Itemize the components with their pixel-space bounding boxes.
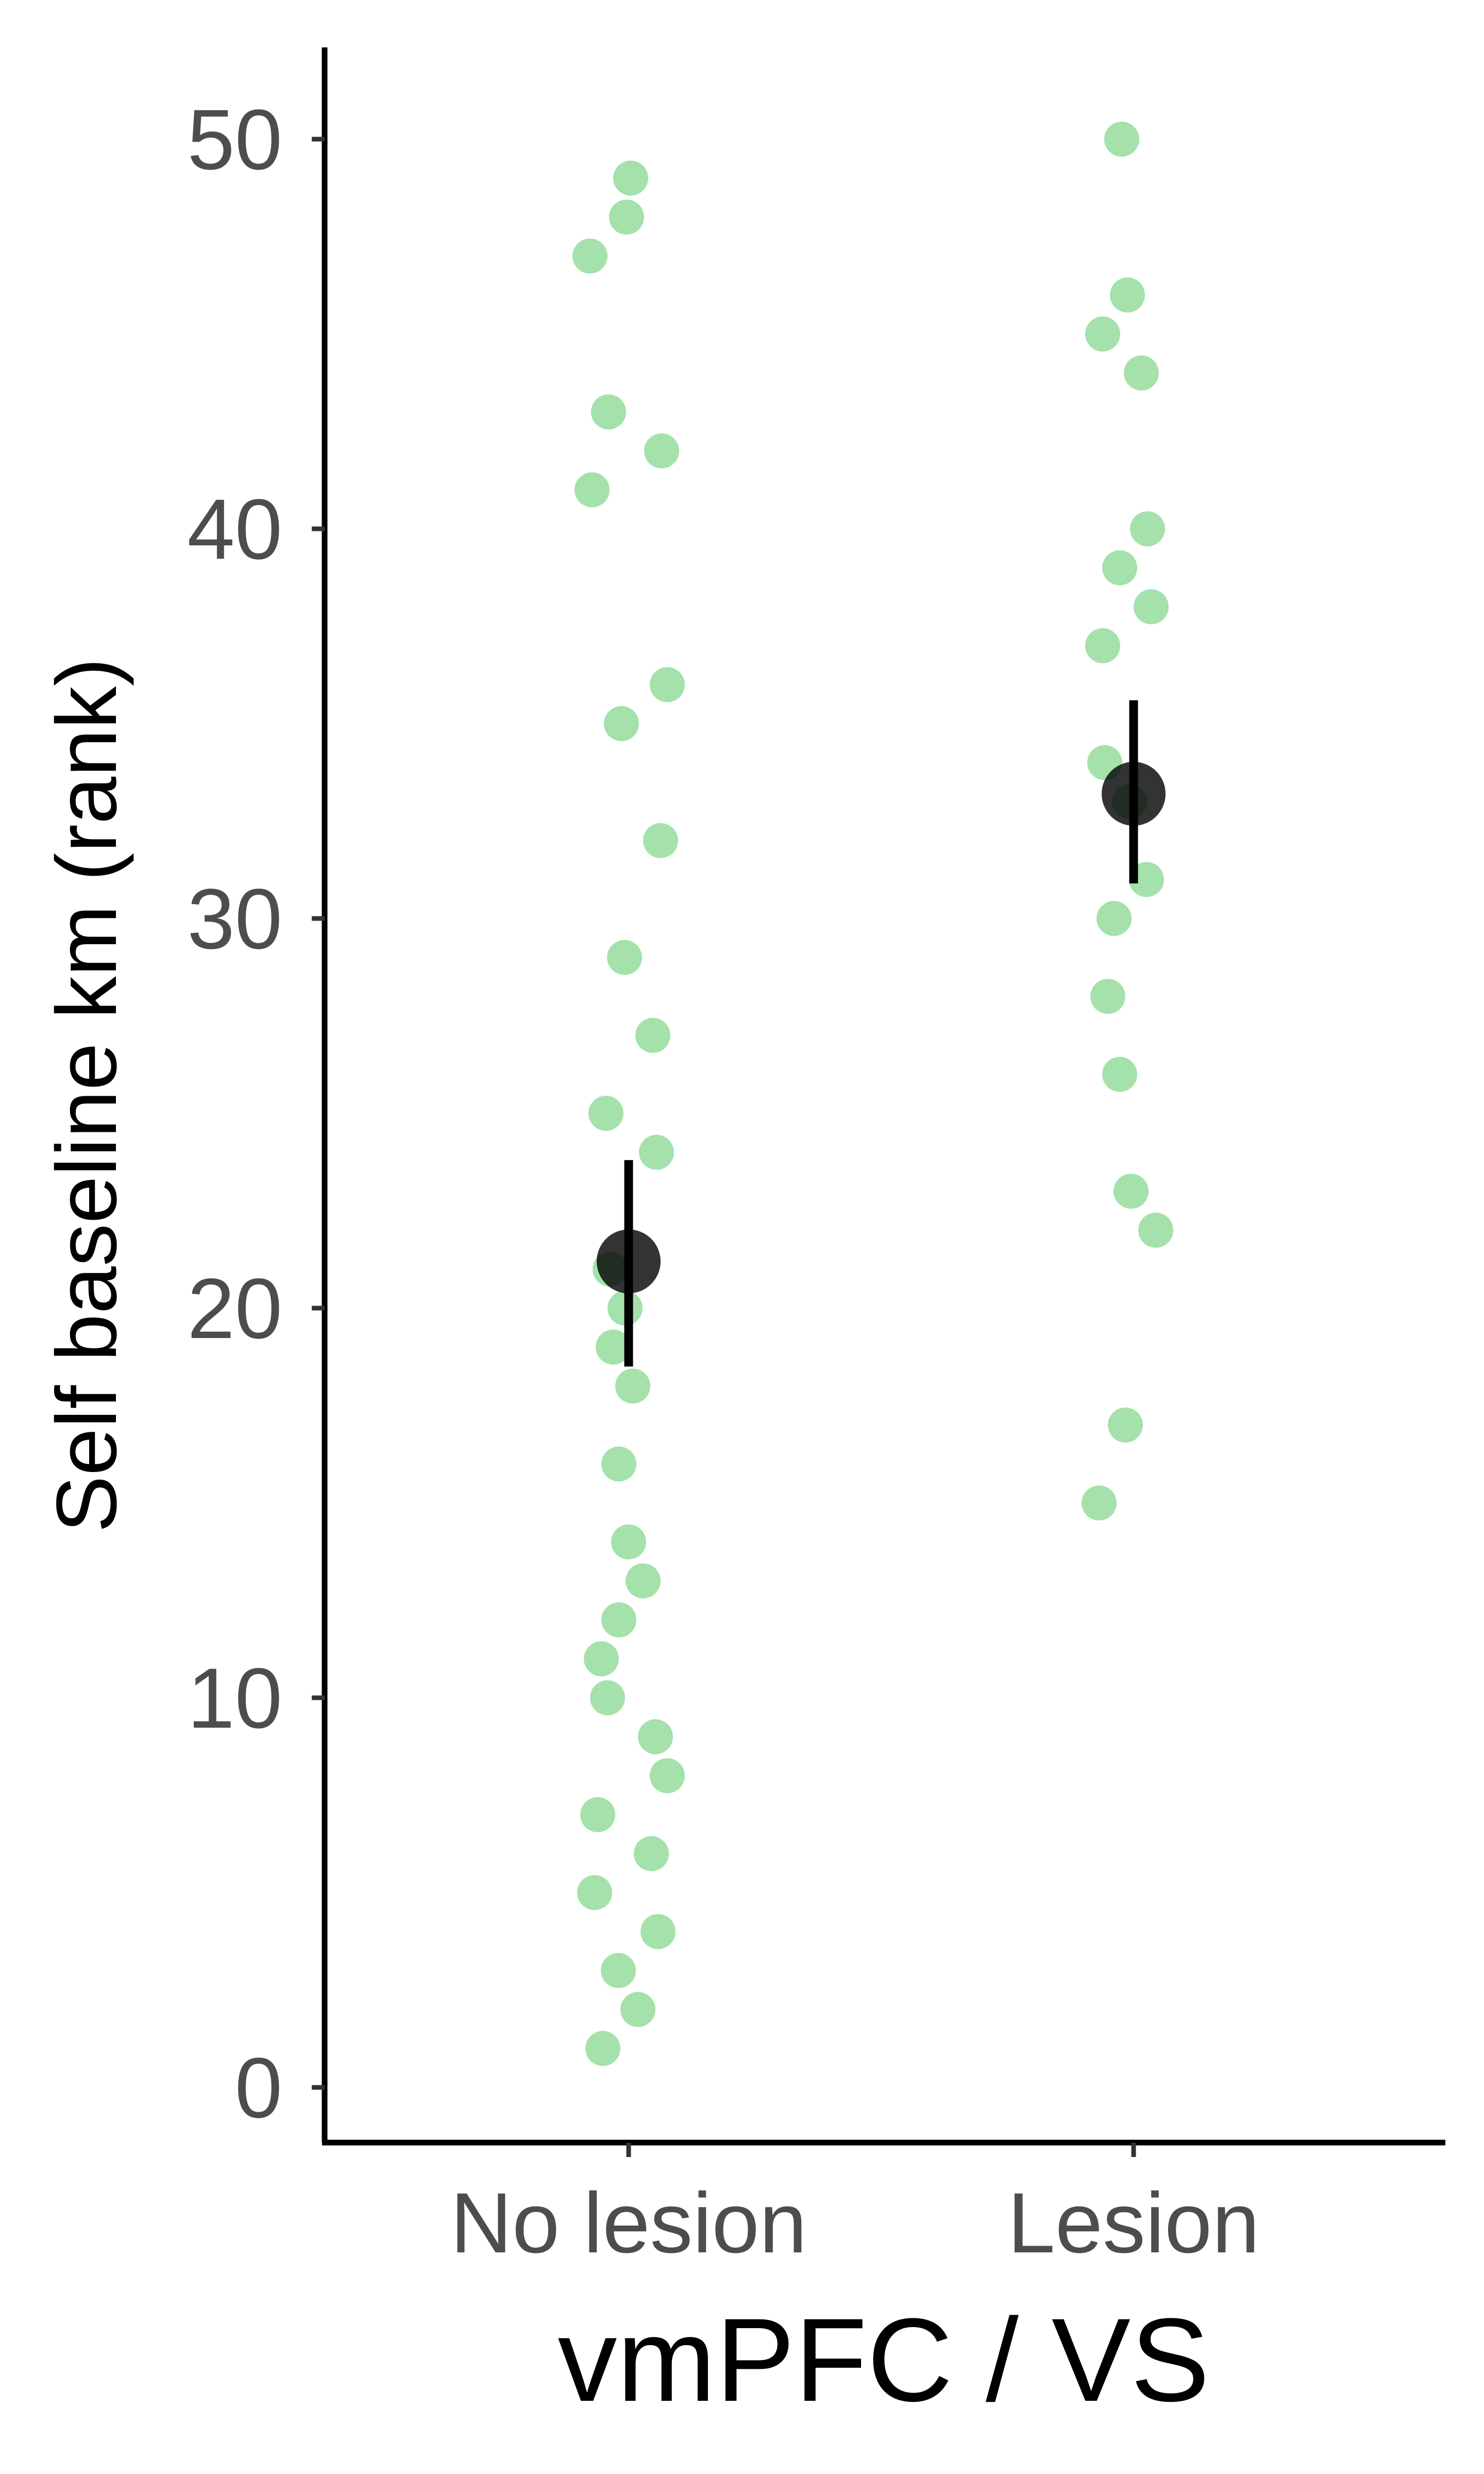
y-tick-label-0: 0 bbox=[235, 2041, 282, 2136]
data-point-lesion-39 bbox=[1085, 628, 1120, 663]
y-ticks: 0 10 20 30 40 50 bbox=[187, 92, 325, 2136]
data-point-no-lesion-5 bbox=[575, 472, 610, 508]
data-point-no-lesion-15 bbox=[596, 1329, 631, 1365]
data-point-no-lesion-25 bbox=[580, 1797, 615, 1832]
y-tick-label-40: 40 bbox=[187, 482, 282, 577]
data-point-lesion-46 bbox=[1138, 1212, 1173, 1248]
y-axis-title: Self baseline km (rank) bbox=[39, 658, 134, 1533]
mean-point-lesion bbox=[1102, 762, 1166, 826]
data-point-no-lesion-12 bbox=[639, 1134, 674, 1170]
data-point-lesion-48 bbox=[1082, 1485, 1117, 1520]
data-point-lesion-47 bbox=[1108, 1407, 1143, 1443]
data-point-no-lesion-19 bbox=[626, 1563, 661, 1599]
axes bbox=[322, 47, 1445, 2146]
data-point-no-lesion-0 bbox=[572, 238, 608, 274]
data-point-no-lesion-29 bbox=[601, 1953, 636, 1988]
data-point-no-lesion-21 bbox=[584, 1641, 619, 1677]
x-tick-label-lesion: Lesion bbox=[1007, 2176, 1259, 2271]
data-point-no-lesion-6 bbox=[650, 667, 685, 703]
data-point-no-lesion-3 bbox=[591, 394, 626, 430]
data-point-no-lesion-4 bbox=[644, 433, 679, 469]
data-point-no-lesion-9 bbox=[607, 940, 642, 975]
data-point-no-lesion-30 bbox=[620, 1992, 655, 2027]
data-point-lesion-35 bbox=[1124, 355, 1159, 391]
data-point-no-lesion-22 bbox=[590, 1680, 625, 1715]
data-point-no-lesion-16 bbox=[615, 1368, 650, 1404]
data-point-no-lesion-18 bbox=[611, 1524, 646, 1560]
x-ticks: No lesion Lesion bbox=[450, 2143, 1260, 2271]
data-point-lesion-38 bbox=[1134, 589, 1169, 625]
data-point-lesion-37 bbox=[1102, 550, 1137, 586]
data-point-no-lesion-26 bbox=[634, 1836, 669, 1871]
data-point-lesion-43 bbox=[1090, 979, 1125, 1014]
data-point-no-lesion-31 bbox=[585, 2031, 620, 2066]
summary-marks bbox=[597, 700, 1166, 1367]
data-point-no-lesion-17 bbox=[601, 1446, 636, 1482]
data-point-no-lesion-2 bbox=[609, 199, 644, 235]
x-axis-title: vmPFC / VS bbox=[558, 2294, 1209, 2426]
data-point-lesion-44 bbox=[1102, 1057, 1137, 1092]
data-point-no-lesion-1 bbox=[613, 160, 648, 196]
data-point-no-lesion-7 bbox=[604, 706, 639, 741]
data-point-no-lesion-20 bbox=[601, 1602, 636, 1637]
y-tick-label-50: 50 bbox=[187, 92, 282, 188]
y-tick-label-20: 20 bbox=[187, 1261, 282, 1357]
data-point-no-lesion-28 bbox=[640, 1914, 676, 1949]
data-point-no-lesion-24 bbox=[650, 1758, 685, 1794]
y-tick-label-30: 30 bbox=[187, 872, 282, 967]
data-point-lesion-34 bbox=[1085, 316, 1120, 352]
data-point-lesion-42 bbox=[1097, 901, 1132, 936]
data-point-lesion-32 bbox=[1104, 122, 1139, 157]
data-point-lesion-33 bbox=[1110, 277, 1145, 313]
data-point-no-lesion-10 bbox=[635, 1017, 670, 1053]
data-point-lesion-45 bbox=[1114, 1174, 1149, 1209]
data-point-no-lesion-11 bbox=[588, 1096, 623, 1131]
x-tick-label-no-lesion: No lesion bbox=[450, 2176, 807, 2271]
data-point-lesion-36 bbox=[1130, 511, 1165, 546]
data-point-no-lesion-27 bbox=[577, 1875, 612, 1910]
mean-point-no-lesion bbox=[597, 1229, 661, 1294]
y-tick-label-10: 10 bbox=[187, 1651, 282, 1746]
data-point-no-lesion-8 bbox=[643, 823, 678, 858]
data-point-no-lesion-23 bbox=[638, 1719, 673, 1754]
